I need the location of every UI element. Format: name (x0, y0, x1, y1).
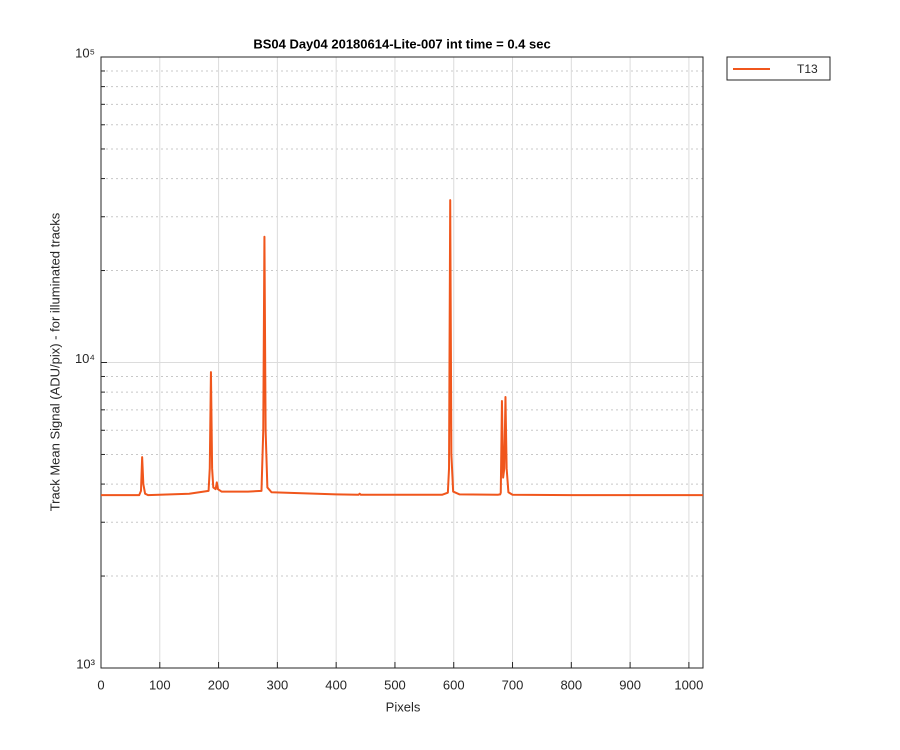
x-tick-label: 400 (325, 677, 347, 692)
x-tick-label: 100 (149, 677, 171, 692)
y-tick-label: 10⁵ (75, 45, 95, 60)
data-line (101, 199, 703, 497)
legend (726, 56, 831, 81)
x-axis-label: Pixels (386, 699, 421, 714)
chart-title: BS04 Day04 20180614-Lite-007 int time = … (253, 36, 550, 51)
x-tick-label: 600 (443, 677, 465, 692)
x-tick-label: 500 (384, 677, 406, 692)
x-tick-label: 300 (267, 677, 289, 692)
y-axis-label: Track Mean Signal (ADU/pix) - for illumi… (47, 212, 62, 511)
x-tick-label: 900 (619, 677, 641, 692)
x-tick-label: 800 (560, 677, 582, 692)
x-tick-label: 700 (502, 677, 524, 692)
x-tick-label: 200 (208, 677, 230, 692)
y-tick-label: 10⁴ (75, 351, 95, 366)
plot-frame (100, 56, 704, 669)
y-tick-label: 10³ (76, 656, 95, 671)
x-tick-label: 0 (97, 677, 104, 692)
x-tick-label: 1000 (674, 677, 703, 692)
legend-label: T13 (797, 62, 818, 76)
